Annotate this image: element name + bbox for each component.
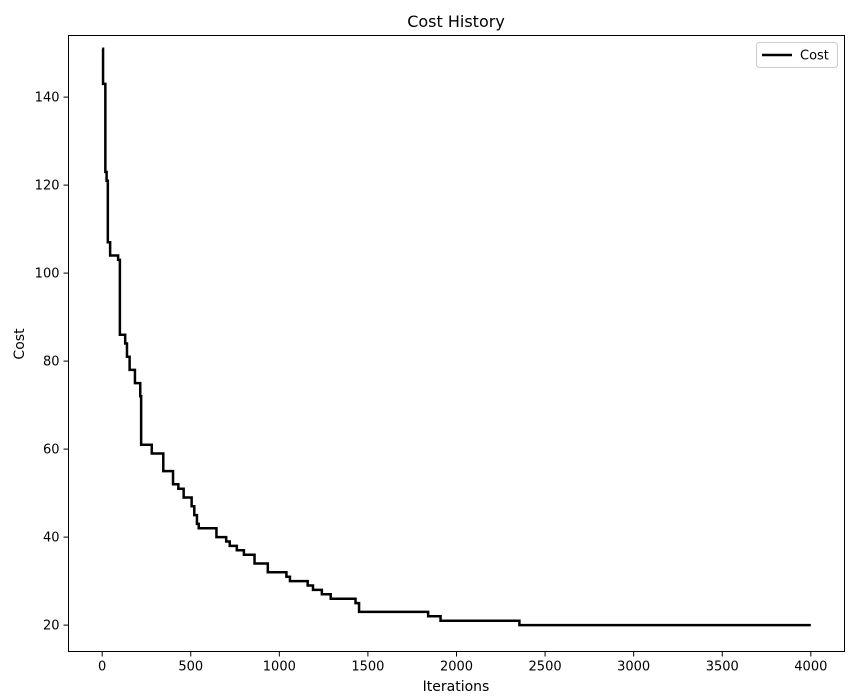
x-axis-label: Iterations (423, 679, 490, 695)
y-tick-label: 20 (43, 619, 60, 634)
y-axis-ticks: 20 40 60 80 100 120 140 (35, 91, 69, 634)
y-axis-label: Cost (12, 328, 28, 360)
x-axis-ticks: 0 500 1000 1500 2000 2500 3000 3500 4000 (98, 651, 827, 675)
y-tick-label: 140 (35, 91, 60, 106)
y-tick-label: 60 (43, 443, 60, 458)
legend-label-cost: Cost (800, 49, 829, 64)
x-tick-label: 1000 (263, 660, 296, 675)
y-tick-label: 40 (43, 531, 60, 546)
y-tick-label: 120 (35, 179, 60, 194)
legend-box (756, 42, 838, 68)
y-tick-label: 100 (35, 267, 60, 282)
x-tick-label: 2500 (529, 660, 562, 675)
chart-title: Cost History (407, 12, 505, 31)
x-tick-label: 1500 (351, 660, 384, 675)
plot-series (101, 47, 811, 627)
x-tick-label: 3000 (617, 660, 650, 675)
x-tick-label: 500 (178, 660, 203, 675)
y-tick-label: 80 (43, 355, 60, 370)
x-tick-label: 0 (98, 660, 106, 675)
x-tick-label: 2000 (440, 660, 473, 675)
x-tick-label: 3500 (706, 660, 739, 675)
plot-frame (68, 35, 845, 652)
legend: Cost (756, 42, 838, 68)
series-line-cost (101, 47, 811, 627)
x-tick-label: 4000 (794, 660, 827, 675)
